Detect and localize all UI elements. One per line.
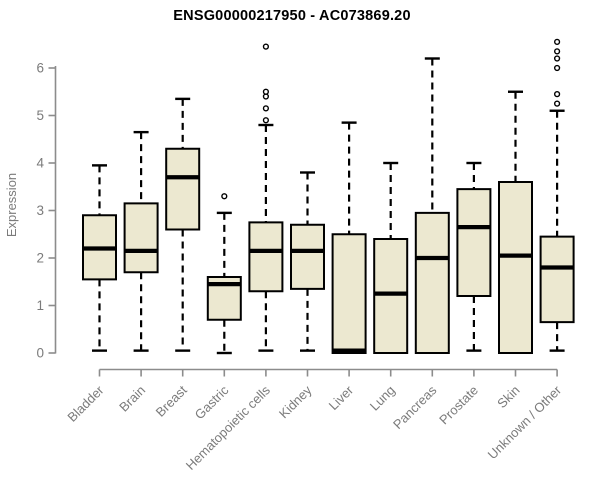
x-tick-label-bladder: Bladder bbox=[64, 382, 107, 425]
x-tick-label-prostate: Prostate bbox=[436, 383, 481, 428]
outlier-point-unknown-other bbox=[553, 55, 561, 62]
x-tick-label-lung: Lung bbox=[367, 383, 398, 414]
y-tick-label: 1 bbox=[36, 298, 44, 313]
y-axis-title: Expression bbox=[4, 173, 19, 237]
x-tick-label-unknown-other: Unknown / Other bbox=[485, 382, 565, 462]
box-brain bbox=[123, 202, 159, 274]
x-tick-label-skin: Skin bbox=[494, 383, 522, 411]
outlier-point-hematopoietic-cells bbox=[262, 43, 270, 50]
box-unknown-other bbox=[539, 235, 575, 324]
box-liver bbox=[331, 233, 367, 354]
y-tick-label: 2 bbox=[36, 251, 44, 266]
outlier-point-hematopoietic-cells bbox=[262, 117, 270, 124]
x-tick-label-gastric: Gastric bbox=[192, 382, 232, 422]
x-tick-label-pancreas: Pancreas bbox=[390, 382, 440, 432]
x-tick-label-liver: Liver bbox=[326, 382, 357, 413]
outlier-point-unknown-other bbox=[553, 64, 561, 72]
y-tick-label: 3 bbox=[36, 203, 44, 218]
box-prostate bbox=[456, 188, 492, 297]
outlier-point-unknown-other bbox=[553, 100, 561, 107]
box-breast bbox=[165, 147, 201, 231]
outlier-point-unknown-other bbox=[553, 48, 561, 55]
outlier-point-hematopoietic-cells bbox=[262, 88, 270, 95]
outlier-point-gastric bbox=[221, 193, 228, 200]
y-tick-label: 4 bbox=[36, 156, 44, 171]
box-hematopoietic-cells bbox=[248, 221, 284, 293]
box-skin bbox=[498, 181, 533, 354]
y-tick-label: 6 bbox=[36, 61, 44, 76]
outlier-point-unknown-other bbox=[553, 91, 561, 98]
box-lung bbox=[373, 238, 409, 354]
y-tick-label: 5 bbox=[36, 108, 44, 123]
outlier-point-hematopoietic-cells bbox=[262, 105, 270, 112]
box-kidney bbox=[290, 223, 325, 290]
chart-title: ENSG00000217950 - AC073869.20 bbox=[173, 8, 411, 24]
y-tick-label: 0 bbox=[36, 346, 44, 361]
outlier-point-unknown-other bbox=[553, 38, 561, 45]
x-tick-label-breast: Breast bbox=[153, 382, 190, 419]
box-pancreas bbox=[414, 211, 450, 354]
x-tick-label-brain: Brain bbox=[116, 383, 148, 415]
x-tick-label-kidney: Kidney bbox=[276, 382, 315, 421]
